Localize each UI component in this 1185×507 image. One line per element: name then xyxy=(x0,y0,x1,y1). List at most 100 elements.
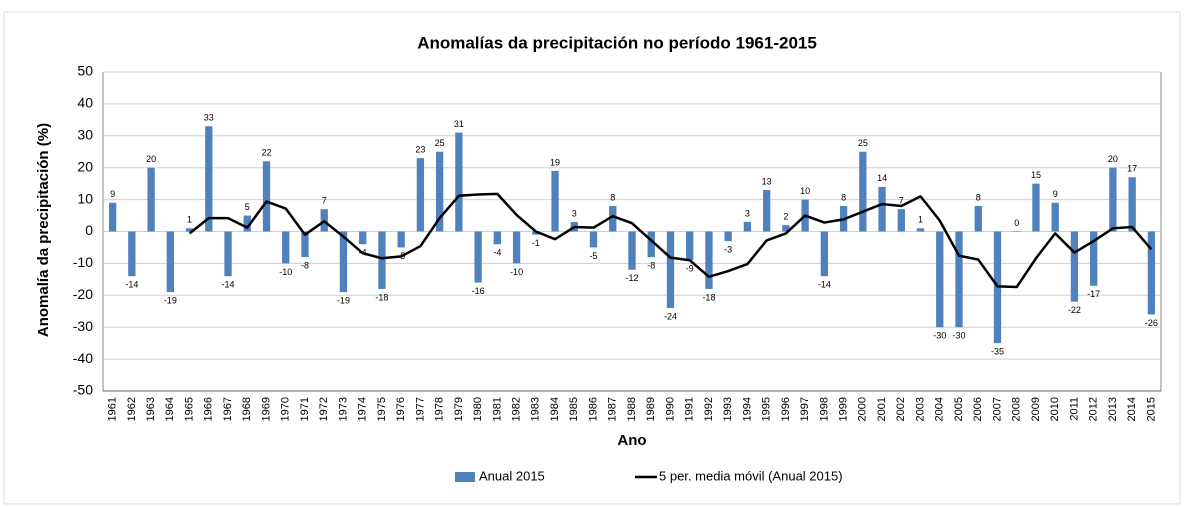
x-tick-label: 1971 xyxy=(299,397,311,421)
x-tick-label: 1998 xyxy=(818,397,830,421)
y-tick-label: 40 xyxy=(77,95,93,111)
data-label: -30 xyxy=(933,331,946,341)
bar xyxy=(820,231,829,277)
bar xyxy=(1032,183,1040,232)
x-tick-label: 2003 xyxy=(914,397,926,421)
x-tick-label: 1968 xyxy=(241,397,253,421)
x-tick-label: 2015 xyxy=(1145,397,1157,421)
x-tick-label: 1981 xyxy=(491,397,503,421)
x-tick-label: 1997 xyxy=(799,397,811,421)
bar xyxy=(301,231,309,258)
bar xyxy=(474,231,482,283)
x-tick-label: 1999 xyxy=(838,397,850,421)
y-tick-label: 10 xyxy=(77,190,93,206)
bar xyxy=(359,231,367,245)
x-tick-label: 1965 xyxy=(183,397,195,421)
bar xyxy=(1051,202,1059,232)
bar xyxy=(147,167,155,232)
y-tick-label: -50 xyxy=(73,382,93,398)
x-tick-label: 1974 xyxy=(357,397,369,421)
bar xyxy=(205,126,213,232)
data-label: 33 xyxy=(204,113,214,123)
data-label: -10 xyxy=(510,267,523,277)
data-label: 25 xyxy=(435,138,445,148)
data-label: 8 xyxy=(610,192,615,202)
y-tick-label: -20 xyxy=(73,286,93,302)
bar xyxy=(128,231,136,277)
bar xyxy=(262,161,271,232)
bar xyxy=(493,231,502,245)
data-label: 0 xyxy=(1014,218,1019,228)
data-label: 7 xyxy=(322,196,327,206)
bar xyxy=(435,151,444,232)
data-label: 13 xyxy=(762,176,772,186)
bar xyxy=(185,228,194,232)
data-label: -35 xyxy=(991,347,1004,357)
x-tick-label: 1973 xyxy=(337,397,349,421)
data-label: 14 xyxy=(877,173,887,183)
chart-title: Anomalías da precipitación no período 19… xyxy=(417,33,817,52)
y-tick-label: -30 xyxy=(73,318,93,334)
data-label: 15 xyxy=(1031,170,1041,180)
data-label: -4 xyxy=(493,248,501,258)
data-label: 3 xyxy=(572,208,577,218)
bar xyxy=(551,170,559,232)
x-tick-label: 1972 xyxy=(318,397,330,421)
bar xyxy=(243,215,251,232)
bar xyxy=(416,158,425,232)
data-label: 1 xyxy=(918,215,923,225)
x-tick-label: 1978 xyxy=(434,397,446,421)
data-label: 10 xyxy=(800,186,810,196)
bar xyxy=(224,231,232,277)
x-tick-label: 1994 xyxy=(741,397,753,421)
data-label: 9 xyxy=(110,189,115,199)
data-label: 22 xyxy=(262,148,272,158)
bar xyxy=(455,132,463,232)
x-tick-label: 2004 xyxy=(934,397,946,421)
chart-frame xyxy=(3,11,1181,505)
x-tick-label: 1980 xyxy=(472,397,484,421)
x-tick-label: 1966 xyxy=(203,397,215,421)
x-tick-label: 1969 xyxy=(260,397,272,421)
data-label: -19 xyxy=(164,295,177,305)
y-axis-title: Anomalía da precipitación (%) xyxy=(35,123,52,337)
bar xyxy=(609,205,617,232)
bar xyxy=(762,190,771,232)
x-tick-label: 1992 xyxy=(703,397,715,421)
x-tick-label: 1991 xyxy=(684,397,696,421)
data-label: 25 xyxy=(858,138,868,148)
bar xyxy=(955,231,963,328)
x-tick-label: 2012 xyxy=(1088,397,1100,421)
x-tick-label: 1961 xyxy=(107,397,119,421)
y-tick-label: -40 xyxy=(73,350,93,366)
y-tick-label: 0 xyxy=(85,222,93,238)
data-label: 1 xyxy=(187,215,192,225)
data-label: -14 xyxy=(125,280,138,290)
x-tick-label: 1977 xyxy=(414,397,426,421)
data-label: -8 xyxy=(301,260,309,270)
bar xyxy=(108,202,117,232)
bar xyxy=(974,205,982,232)
bar xyxy=(282,231,290,264)
data-label: -14 xyxy=(222,280,235,290)
data-label: 20 xyxy=(146,154,156,164)
bar xyxy=(397,231,405,248)
data-label: -24 xyxy=(664,311,677,321)
data-label: -16 xyxy=(472,286,485,296)
bar xyxy=(724,231,732,242)
x-tick-label: 2014 xyxy=(1126,397,1138,421)
x-tick-label: 2002 xyxy=(895,397,907,421)
x-tick-label: 2013 xyxy=(1107,397,1119,421)
bar xyxy=(1013,231,1021,232)
x-tick-label: 1990 xyxy=(664,397,676,421)
x-tick-label: 2007 xyxy=(991,397,1003,421)
bar xyxy=(512,231,521,264)
x-tick-label: 1962 xyxy=(126,397,138,421)
x-tick-label: 2011 xyxy=(1068,397,1080,421)
x-tick-label: 2009 xyxy=(1030,397,1042,421)
data-label: 17 xyxy=(1127,164,1137,174)
bar xyxy=(743,221,752,232)
x-tick-label: 1963 xyxy=(145,397,157,421)
data-label: 8 xyxy=(841,192,846,202)
